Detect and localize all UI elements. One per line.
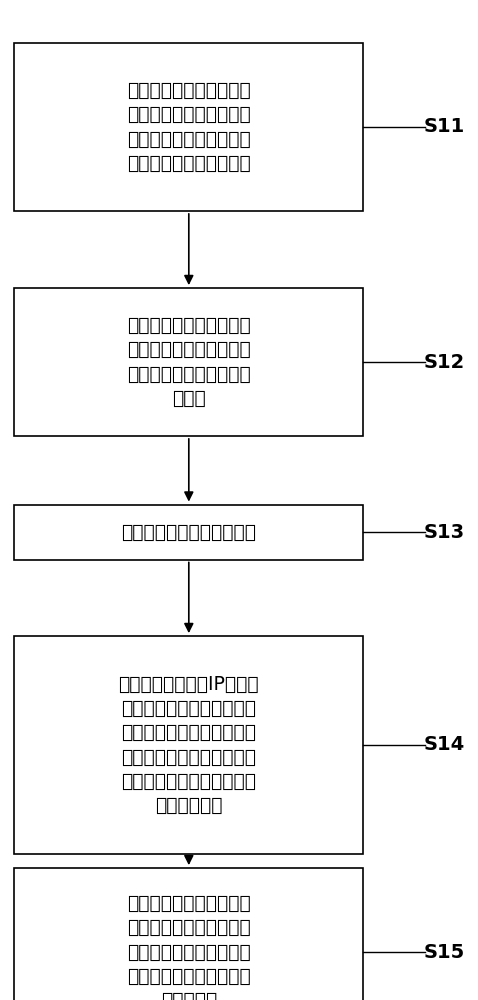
Text: S11: S11 — [424, 117, 465, 136]
Text: S15: S15 — [424, 942, 465, 962]
Text: S14: S14 — [424, 736, 465, 754]
Bar — [14, 868, 363, 1000]
Text: 比对当前监测到的数据传
输方向，依据比对结果判
断不同通信过程采用的服
务器类型，分配合适等级
的加密方式: 比对当前监测到的数据传 输方向，依据比对结果判 断不同通信过程采用的服 务器类型… — [127, 894, 250, 1000]
Text: 采集加密方式及其加密等级: 采集加密方式及其加密等级 — [121, 522, 256, 542]
Text: S13: S13 — [424, 522, 465, 542]
Text: S12: S12 — [424, 353, 465, 371]
Bar — [14, 504, 363, 560]
Text: 将正常流量变化与监测到
的流量变化比对，分析流
量变化正常区间，在加密
时标记: 将正常流量变化与监测到 的流量变化比对，分析流 量变化正常区间，在加密 时标记 — [127, 316, 250, 408]
Bar — [14, 636, 363, 854]
Text: 依据通信相关设备IP地址定
位其位置：依据客户端、被
访问服务器和负载均衡服务
器位置，预确认客户端请求
访问所有被访问服务器时的
数据传输方向: 依据通信相关设备IP地址定 位其位置：依据客户端、被 访问服务器和负载均衡服务 … — [119, 675, 259, 815]
Bar — [14, 288, 363, 436]
Text: 采集加入负载均衡服务器
时设置的初始化数据刷新
时间，分析加入负载均衡
服务器时的正常流量变化: 采集加入负载均衡服务器 时设置的初始化数据刷新 时间，分析加入负载均衡 服务器时… — [127, 81, 250, 173]
Bar — [14, 43, 363, 211]
